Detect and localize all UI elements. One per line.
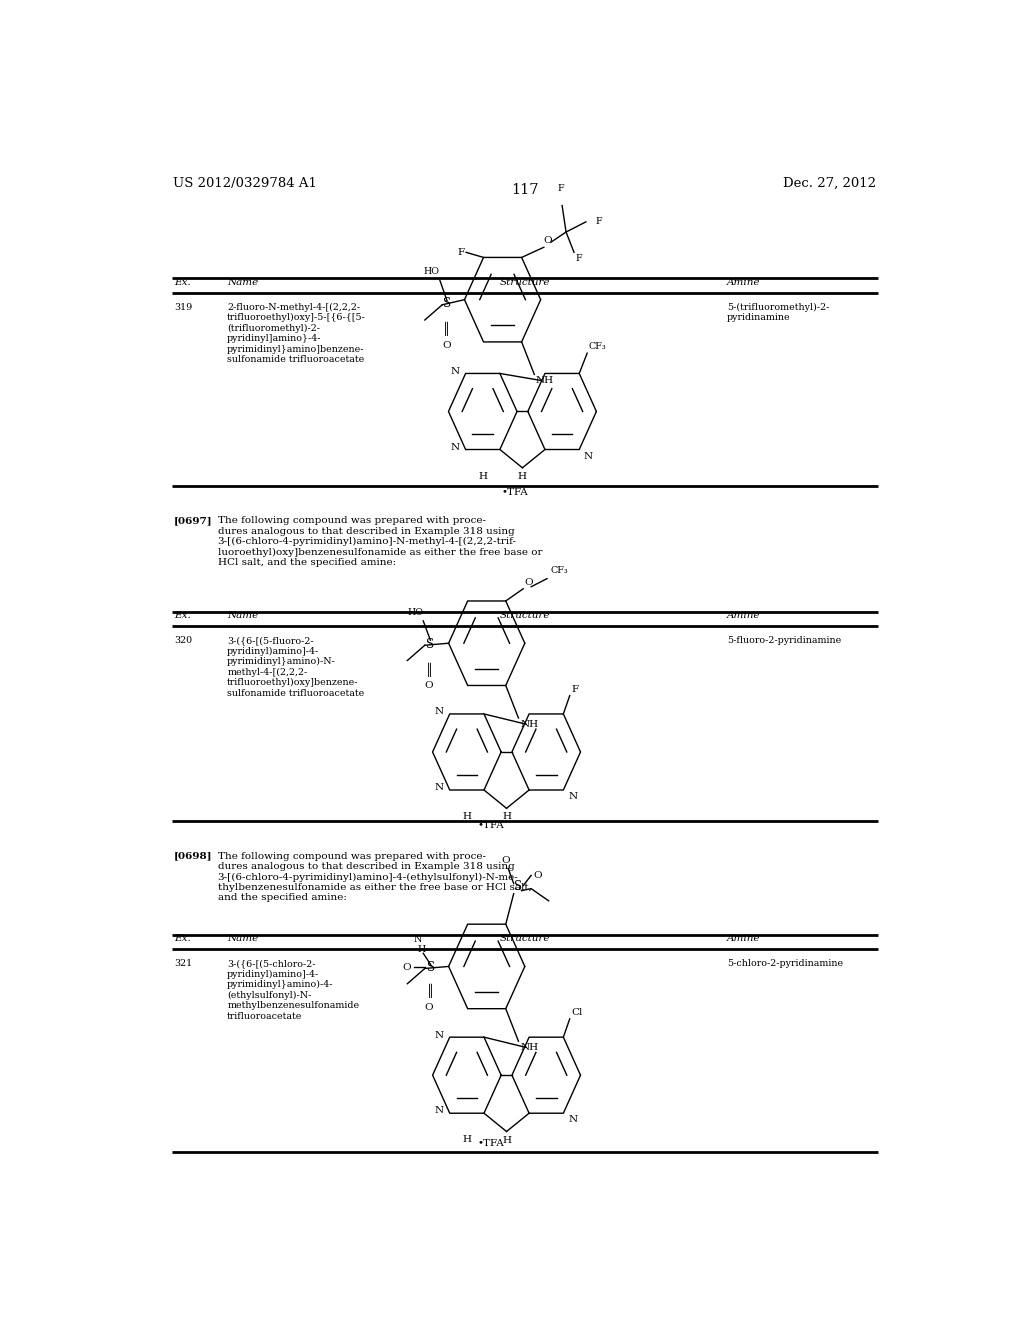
Text: O: O [425,681,433,690]
Text: S: S [426,638,434,651]
Text: [0697]: [0697] [174,516,213,525]
Text: HO: HO [408,607,423,616]
Text: F: F [595,218,602,226]
Text: [0698]: [0698] [174,851,213,861]
Text: H: H [502,1135,511,1144]
Text: H: H [463,1135,471,1144]
Text: US 2012/0329784 A1: US 2012/0329784 A1 [173,177,317,190]
Text: S: S [443,297,452,310]
Text: Name: Name [227,935,258,944]
Text: 3-({6-[(5-chloro-2-
pyridinyl)amino]-4-
pyrimidinyl}amino)-4-
(ethylsulfonyl)-N-: 3-({6-[(5-chloro-2- pyridinyl)amino]-4- … [227,960,359,1020]
Text: Ex.: Ex. [174,935,190,944]
Text: O: O [401,964,411,972]
Text: N: N [451,367,459,376]
Text: O: O [502,857,510,865]
Text: N: N [434,708,443,717]
Text: 321: 321 [174,960,193,969]
Text: O: O [442,341,451,350]
Text: 320: 320 [174,636,193,645]
Text: O: O [534,871,542,880]
Text: 117: 117 [511,182,539,197]
Text: NH: NH [520,719,539,729]
Text: F: F [458,248,465,257]
Text: Structure: Structure [500,935,550,944]
Text: 5-fluoro-2-pyridinamine: 5-fluoro-2-pyridinamine [727,636,842,645]
Text: Cl: Cl [571,1008,583,1016]
Text: The following compound was prepared with proce-
dures analogous to that describe: The following compound was prepared with… [218,851,531,903]
Text: S: S [427,961,435,974]
Text: S: S [514,879,522,892]
Text: H: H [463,812,471,821]
Text: F: F [571,685,579,693]
Text: H: H [418,945,426,954]
Text: Amine: Amine [727,935,761,944]
Text: ║: ║ [442,322,450,337]
Text: N: N [414,935,423,944]
Text: The following compound was prepared with proce-
dures analogous to that describe: The following compound was prepared with… [218,516,542,568]
Text: •TFA: •TFA [477,821,504,830]
Text: N: N [451,442,459,451]
Text: 5-chloro-2-pyridinamine: 5-chloro-2-pyridinamine [727,960,844,969]
Text: N: N [434,783,443,792]
Text: Amine: Amine [727,279,761,286]
Text: H: H [502,812,511,821]
Text: 3-({6-[(5-fluoro-2-
pyridinyl)amino]-4-
pyrimidinyl}amino)-N-
methyl-4-[(2,2,2-
: 3-({6-[(5-fluoro-2- pyridinyl)amino]-4- … [227,636,365,698]
Text: CF₃: CF₃ [550,565,568,574]
Text: Name: Name [227,611,258,620]
Text: N: N [584,451,593,461]
Text: HO: HO [424,268,440,276]
Text: Ex.: Ex. [174,611,190,620]
Text: Dec. 27, 2012: Dec. 27, 2012 [783,177,877,190]
Text: Ex.: Ex. [174,279,190,286]
Text: ║: ║ [426,663,433,677]
Text: •TFA: •TFA [477,1139,504,1148]
Text: O: O [524,578,532,587]
Text: 5-(trifluoromethyl)-2-
pyridinamine: 5-(trifluoromethyl)-2- pyridinamine [727,302,829,322]
Text: N: N [568,1115,578,1125]
Text: 2-fluoro-N-methyl-4-[(2,2,2-
trifluoroethyl)oxy]-5-[{6-{[5-
(trifluoromethyl)-2-: 2-fluoro-N-methyl-4-[(2,2,2- trifluoroet… [227,302,366,364]
Text: N: N [434,1031,443,1040]
Text: NH: NH [520,1043,539,1052]
Text: CF₃: CF₃ [589,342,606,351]
Text: F: F [575,255,583,264]
Text: Name: Name [227,279,258,286]
Text: H: H [518,471,527,480]
Text: H: H [478,471,487,480]
Text: NH: NH [536,376,554,385]
Text: N: N [568,792,578,801]
Text: O: O [425,1003,433,1011]
Text: Amine: Amine [727,611,761,620]
Text: N: N [434,1106,443,1115]
Text: •TFA: •TFA [501,487,527,496]
Text: F: F [558,185,564,194]
Text: O: O [544,236,553,246]
Text: Structure: Structure [500,611,550,620]
Text: ║: ║ [427,983,434,998]
Text: 319: 319 [174,302,193,312]
Text: Structure: Structure [500,279,550,286]
